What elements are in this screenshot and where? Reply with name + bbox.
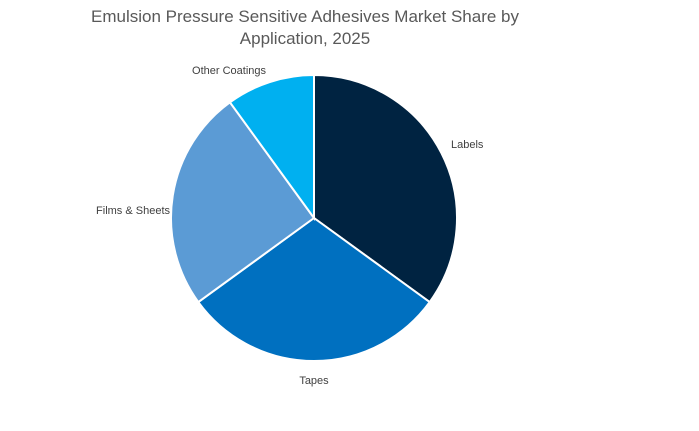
pie-slice-tapes [196,216,432,362]
pie-label-other-coatings: Other Coatings [192,65,266,77]
pie-slice-labels [313,73,458,304]
pie-slice-other-coatings [228,73,315,222]
pie-label-labels: Labels [451,139,484,151]
chart-title-line-2: Application, 2025 [239,29,371,48]
pie-label-tapes: Tapes [299,375,329,387]
chart-title-line-1: Emulsion Pressure Sensitive Adhesives Ma… [90,7,520,26]
pie-label-films-sheets: Films & Sheets [96,205,170,217]
chart-title: Emulsion Pressure Sensitive Adhesives Ma… [0,6,610,50]
pie-slice-films-sheets [170,100,316,304]
